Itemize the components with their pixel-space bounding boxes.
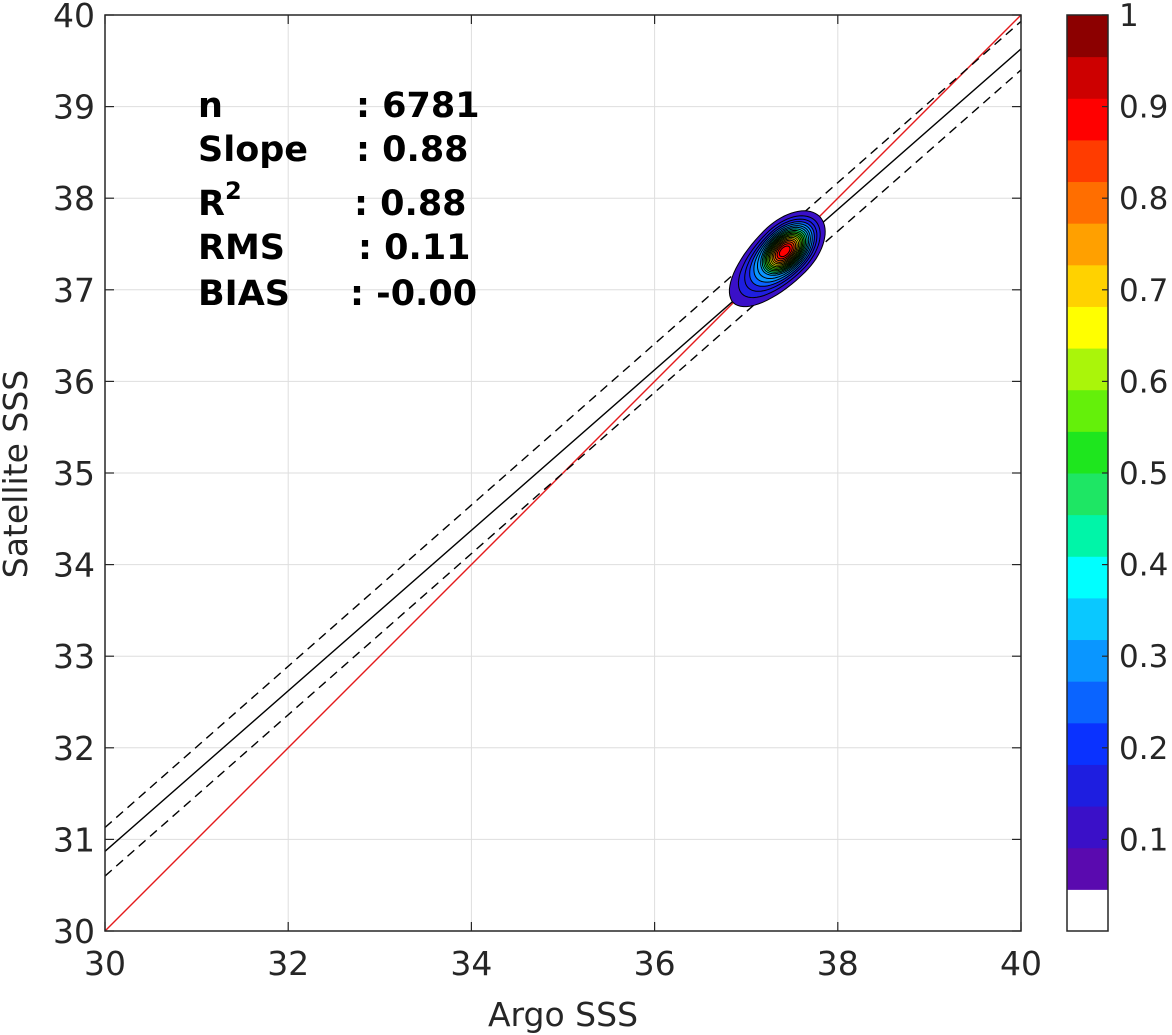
- colorbar-tick-label: 1: [1119, 0, 1139, 34]
- stat-r2-value: : 0.88: [354, 184, 467, 224]
- colorbar-band: [1067, 681, 1108, 724]
- colorbar-band: [1067, 473, 1108, 516]
- colorbar-tick-label: 0.1: [1119, 822, 1168, 858]
- colorbar-band: [1067, 348, 1108, 391]
- colorbar-band: [1067, 15, 1108, 58]
- colorbar-band: [1067, 98, 1108, 141]
- contour-layers: [728, 210, 826, 308]
- colorbar-band: [1067, 139, 1108, 183]
- y-tick-label: 39: [53, 88, 95, 127]
- y-tick-label: 36: [53, 362, 95, 401]
- colorbar-band: [1067, 556, 1108, 599]
- y-tick-label: 40: [53, 0, 95, 35]
- line-one-to-one: [104, 14, 1022, 932]
- x-tick-label: 40: [1000, 944, 1042, 983]
- colorbar-tick-label: 0.9: [1119, 90, 1168, 126]
- line-upper-bound: [104, 20, 1022, 829]
- colorbar-band: [1067, 722, 1108, 765]
- colorbar-band: [1067, 847, 1108, 890]
- colorbar-band: [1067, 639, 1108, 682]
- colorbar-band: [1067, 764, 1108, 807]
- stat-bias-value: : -0.00: [350, 274, 477, 314]
- colorbar-tick-label: 0.8: [1119, 181, 1168, 217]
- y-tick-label: 33: [53, 637, 95, 676]
- colorbar-band: [1067, 431, 1108, 474]
- stat-rms-label: RMS: [198, 228, 285, 268]
- reference-lines: [104, 14, 1022, 932]
- stat-r2-label: R2: [198, 177, 242, 224]
- colorbar: [1067, 15, 1108, 932]
- colorbar-tick-label: 0.7: [1119, 273, 1168, 309]
- colorbar-ticks: 0.1 0.2 0.3 0.4 0.5 0.6 0.7 0.8 0.9 1: [1102, 0, 1168, 858]
- stats-box: n : 6781 Slope : 0.88 R2 : 0.88 RMS : 0.…: [198, 86, 480, 314]
- contour-level: [778, 245, 791, 258]
- stat-r2-base: R: [198, 184, 225, 224]
- stat-n-value: : 6781: [356, 86, 480, 126]
- line-regression-fit: [104, 48, 1022, 852]
- colorbar-band: [1067, 389, 1108, 432]
- stat-r2-superscript: 2: [225, 177, 242, 205]
- x-axis-label: Argo SSS: [488, 995, 638, 1034]
- colorbar-band: [1067, 264, 1108, 307]
- stat-bias-label: BIAS: [198, 274, 290, 314]
- y-tick-label: 32: [53, 729, 95, 768]
- x-tick-label: 32: [267, 944, 309, 983]
- colorbar-band: [1067, 514, 1108, 557]
- line-lower-bound: [104, 69, 1022, 877]
- density-contours: [728, 210, 826, 308]
- x-tick-label: 36: [634, 944, 676, 983]
- stat-rms-value: : 0.11: [358, 228, 471, 268]
- y-tick-label: 35: [53, 454, 95, 493]
- colorbar-band: [1067, 223, 1108, 266]
- stat-slope-value: : 0.88: [356, 130, 469, 170]
- x-tick-label: 34: [450, 944, 492, 983]
- colorbar-tick-label: 0.2: [1119, 731, 1168, 767]
- colorbar-tick-label: 0.4: [1119, 548, 1168, 584]
- colorbar-tick-label: 0.5: [1119, 456, 1168, 492]
- y-tick-label: 31: [53, 820, 95, 859]
- colorbar-tick-label: 0.3: [1119, 639, 1168, 675]
- y-tick-label: 34: [53, 546, 95, 585]
- y-tick-label: 37: [53, 271, 95, 310]
- colorbar-band: [1067, 306, 1108, 349]
- colorbar-band: [1067, 597, 1108, 641]
- y-axis-label: Satellite SSS: [0, 370, 35, 579]
- colorbar-band: [1067, 806, 1108, 849]
- colorbar-band: [1067, 56, 1108, 99]
- colorbar-band: [1067, 181, 1108, 224]
- axis-ticks: 30 32 34 36 38 40 30 31 32 33 34 35 36 37 38 39 40: [53, 0, 1042, 983]
- x-tick-label: 30: [84, 944, 126, 983]
- stat-slope-label: Slope: [198, 130, 308, 170]
- y-tick-label: 38: [53, 179, 95, 218]
- colorbar-tick-label: 0.6: [1119, 364, 1168, 400]
- x-tick-label: 38: [817, 944, 859, 983]
- stat-n-label: n: [198, 86, 223, 126]
- colorbar-band: [1067, 889, 1108, 932]
- y-tick-label: 30: [53, 912, 95, 951]
